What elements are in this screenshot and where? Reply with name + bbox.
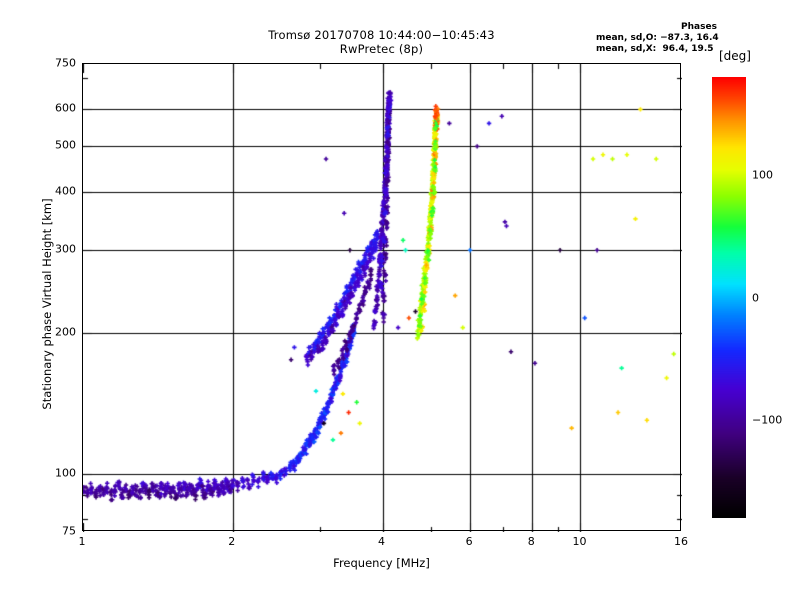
y-axis-label: Stationary phase Virtual Height [km] bbox=[40, 198, 54, 410]
x-tick-label: 10 bbox=[572, 535, 587, 548]
chart-title-line1: Tromsø 20170708 10:44:00−10:45:43 bbox=[268, 28, 495, 42]
y-tick-label: 200 bbox=[55, 325, 76, 339]
x-tick-label: 2 bbox=[228, 535, 236, 548]
chart-subtitle-line2: RwPretec (8p) bbox=[339, 42, 424, 56]
y-tick-label: 750 bbox=[55, 56, 76, 70]
phase-stats-o-mode: mean, sd,O: −87.3, 16.4 bbox=[596, 33, 719, 43]
x-tick-label: 8 bbox=[527, 535, 535, 548]
colorbar-gradient bbox=[712, 77, 746, 518]
x-tick-label: 4 bbox=[378, 535, 385, 548]
phase-stats-header: Phases bbox=[681, 22, 717, 32]
x-tick-label: 16 bbox=[674, 535, 688, 548]
scatter-canvas bbox=[83, 64, 682, 532]
y-tick-label: 100 bbox=[55, 466, 76, 480]
phase-stats-x-mode: mean, sd,X: 96.4, 19.5 bbox=[596, 44, 714, 54]
y-tick-label: 75 bbox=[62, 524, 76, 538]
colorbar-tick-label: 100 bbox=[752, 168, 773, 182]
x-tick-label: 6 bbox=[465, 535, 473, 548]
colorbar: −100 0 100 bbox=[712, 77, 782, 518]
y-tick-label: 500 bbox=[55, 138, 76, 152]
colorbar-tick-label: 0 bbox=[752, 291, 759, 304]
colorbar-unit-label: [deg] bbox=[719, 49, 751, 63]
plot-area bbox=[82, 63, 682, 532]
x-axis-label: Frequency [MHz] bbox=[333, 556, 430, 570]
y-tick-label: 600 bbox=[55, 101, 76, 115]
phase-stats-box: Phases mean, sd,O: −87.3, 16.4 mean, sd,… bbox=[596, 22, 786, 55]
y-tick-label: 300 bbox=[55, 242, 76, 256]
x-tick-label: 1 bbox=[78, 535, 86, 548]
colorbar-tick-label: −100 bbox=[752, 413, 783, 427]
y-tick-label: 400 bbox=[55, 184, 76, 198]
